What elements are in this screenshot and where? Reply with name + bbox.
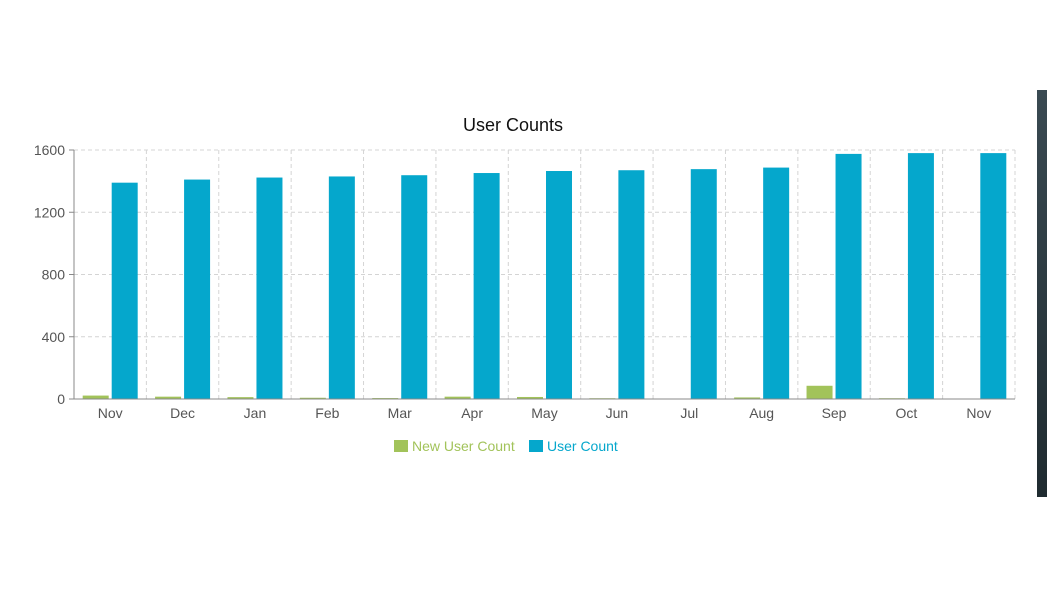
user-count-bar[interactable]: User Count: 1477 [690, 169, 717, 399]
legend-label: User Count [547, 438, 618, 454]
y-tick-label: 400 [42, 329, 66, 345]
grid [73, 149, 1016, 399]
new-user-count-bar[interactable]: New User Count: 15 [155, 396, 182, 399]
x-tick-label: Nov [966, 405, 991, 421]
bars: New User Count: 22User Count: 1390 New Us… [82, 153, 1007, 399]
user-count-bar[interactable]: User Count: 1580 [980, 153, 1007, 399]
user-count-bar[interactable]: User Count: 1580 [907, 153, 934, 399]
axes: 0 400 800 1200 1600 Nov Dec Jan Feb Mar Apr May Jun J… [34, 142, 1015, 421]
user-count-bar[interactable]: User Count: 1452 [473, 173, 500, 399]
x-tick-label: May [531, 405, 557, 421]
user-count-bar[interactable]: User Count: 1470 [618, 170, 645, 399]
new-user-count-bar[interactable]: New User Count: 13 [517, 396, 543, 399]
new-user-count-bar[interactable]: New User Count: 8 [299, 397, 326, 399]
y-tick-label: 800 [42, 267, 66, 283]
x-tick-label: Sep [822, 405, 847, 421]
user-count-bar[interactable]: User Count: 1410 [184, 179, 211, 399]
x-tick-label: Dec [170, 405, 195, 421]
legend[interactable]: New User Count User Count [394, 438, 618, 454]
y-tick-label: 0 [57, 391, 65, 407]
chart-title: User Counts [463, 115, 563, 135]
user-count-bar[interactable]: User Count: 1390 [111, 182, 138, 399]
legend-item-new-user-count[interactable]: New User Count [394, 438, 515, 454]
x-tick-label: Apr [461, 405, 483, 421]
new-user-count-bar[interactable]: New User Count: 12 [227, 397, 254, 399]
x-tick-label: Feb [315, 405, 339, 421]
x-tick-label: Jul [680, 405, 698, 421]
window-edge-scrollbar [1037, 90, 1047, 497]
x-tick-label: Jun [606, 405, 629, 421]
new-user-count-bar[interactable]: New User Count: 10 [734, 397, 761, 399]
new-user-count-bar[interactable]: New User Count: 85 [806, 385, 833, 399]
x-tick-label: Jan [244, 405, 267, 421]
legend-swatch [529, 440, 543, 452]
new-user-count-bar[interactable]: New User Count: 22 [82, 395, 109, 399]
user-count-bar[interactable]: User Count: 1423 [256, 177, 283, 399]
y-tick-label: 1200 [34, 204, 65, 220]
x-tick-label: Aug [749, 405, 774, 421]
user-count-bar[interactable]: User Count: 1430 [328, 176, 355, 399]
new-user-count-bar[interactable]: New User Count: 15 [444, 396, 471, 399]
user-count-bar[interactable]: User Count: 1487 [763, 167, 790, 399]
x-tick-label: Nov [98, 405, 123, 421]
legend-label: New User Count [412, 438, 515, 454]
user-count-bar[interactable]: User Count: 1575 [835, 153, 862, 399]
legend-item-user-count[interactable]: User Count [529, 438, 618, 454]
y-tick-label: 1600 [34, 142, 65, 158]
user-count-bar[interactable]: User Count: 1438 [401, 175, 428, 399]
legend-swatch [394, 440, 408, 452]
x-tick-label: Mar [388, 405, 412, 421]
user-count-bar[interactable]: User Count: 1465 [546, 171, 572, 399]
x-tick-label: Oct [896, 405, 918, 421]
